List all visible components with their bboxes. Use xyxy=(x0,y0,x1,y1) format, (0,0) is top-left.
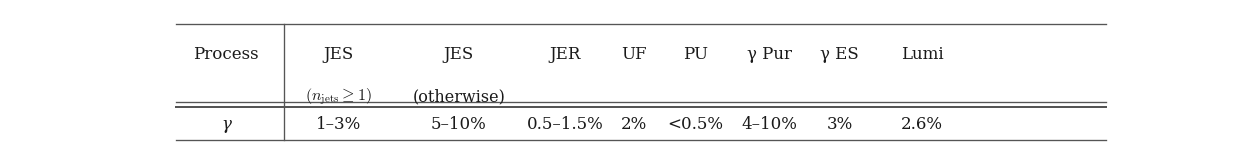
Text: 2.6%: 2.6% xyxy=(900,116,942,133)
Text: 5–10%: 5–10% xyxy=(431,116,486,133)
Text: <0.5%: <0.5% xyxy=(668,116,722,133)
Text: 4–10%: 4–10% xyxy=(740,116,796,133)
Text: γ ES: γ ES xyxy=(820,46,859,63)
Text: JES: JES xyxy=(324,46,354,63)
Text: Process: Process xyxy=(194,46,259,63)
Text: $(n_{\mathrm{jets}} \geq 1)$: $(n_{\mathrm{jets}} \geq 1)$ xyxy=(305,87,371,107)
Text: Lumi: Lumi xyxy=(900,46,942,63)
Text: γ Pur: γ Pur xyxy=(746,46,791,63)
Text: 0.5–1.5%: 0.5–1.5% xyxy=(526,116,604,133)
Text: PU: PU xyxy=(682,46,707,63)
Text: γ: γ xyxy=(221,116,231,133)
Text: (otherwise): (otherwise) xyxy=(412,88,505,105)
Text: 3%: 3% xyxy=(826,116,852,133)
Text: JES: JES xyxy=(444,46,474,63)
Text: UF: UF xyxy=(621,46,646,63)
Text: 2%: 2% xyxy=(621,116,648,133)
Text: JER: JER xyxy=(550,46,581,63)
Text: 1–3%: 1–3% xyxy=(316,116,361,133)
